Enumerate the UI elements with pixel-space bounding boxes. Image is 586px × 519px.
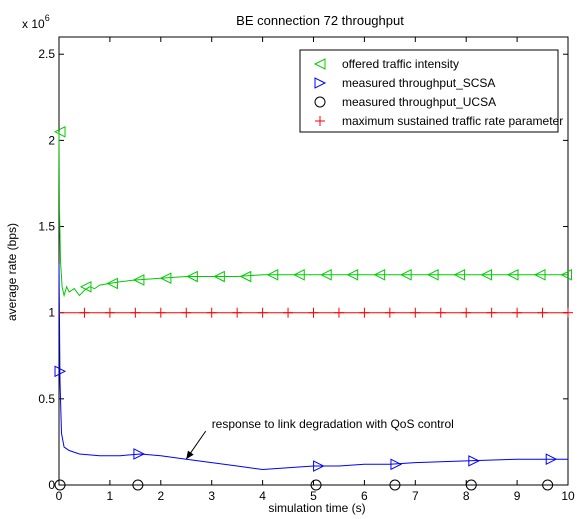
- series-maximum-sustained-traffic-rate-parameter-point: [537, 307, 548, 318]
- series-maximum-sustained-traffic-rate-parameter-point: [384, 307, 395, 318]
- y-tick-label: 2.5: [38, 47, 55, 61]
- legend-marker: [314, 77, 327, 89]
- series-offered-traffic-intensity-point: [346, 268, 359, 281]
- x-tick-label: 8: [463, 489, 470, 503]
- series-offered-traffic-intensity-point: [266, 268, 279, 281]
- series-maximum-sustained-traffic-rate-parameter-point: [181, 307, 192, 318]
- series-maximum-sustained-traffic-rate-parameter-point: [333, 307, 344, 318]
- series-measured-throughput-ucsa-point: [389, 479, 401, 491]
- series-maximum-sustained-traffic-rate-parameter-point: [104, 307, 115, 318]
- legend-label: measured throughput_SCSA: [342, 76, 495, 90]
- x-tick-label: 5: [310, 489, 317, 503]
- series-offered-traffic-intensity-point: [400, 268, 412, 281]
- series-offered-traffic-intensity-point: [79, 281, 92, 293]
- y-multiplier: x 106: [22, 13, 50, 31]
- series-maximum-sustained-traffic-rate-parameter-point: [359, 307, 370, 318]
- annotation-arrow-head: [186, 450, 194, 460]
- legend: offered traffic intensity measured throug…: [299, 49, 563, 133]
- y-tick-label: 0.5: [38, 392, 55, 406]
- x-tick-label: 4: [259, 489, 266, 503]
- series-measured-throughput-ucsa-point: [542, 479, 554, 491]
- y-multiplier-exponent: 6: [45, 13, 50, 23]
- series-measured-throughput-scsa-point: [545, 453, 558, 465]
- series-measured-throughput-scsa-point: [313, 460, 325, 472]
- series-measured-throughput-scsa-line: [58, 264, 568, 471]
- y-tick-label: 0: [48, 478, 55, 492]
- series-measured-throughput-ucsa-point: [54, 479, 66, 491]
- legend-marker: [315, 116, 325, 126]
- series-maximum-sustained-traffic-rate-parameter-point: [130, 307, 141, 318]
- series-measured-throughput-scsa-point: [54, 365, 67, 378]
- y-axis-label: average rate (bps): [5, 223, 19, 321]
- x-tick-label: 6: [361, 489, 368, 503]
- legend-label: measured throughput_UCSA: [342, 95, 496, 109]
- legend-marker: [313, 58, 326, 70]
- series-measured-throughput-scsa-point: [390, 458, 403, 471]
- series-offered-traffic-intensity-point: [239, 270, 252, 283]
- series-maximum-sustained-traffic-rate-parameter-point: [486, 307, 497, 318]
- series-measured-throughput-ucsa-point: [465, 479, 477, 491]
- series-maximum-sustained-traffic-rate-parameter-point: [79, 307, 90, 318]
- series-maximum-sustained-traffic-rate-parameter-point: [308, 307, 319, 318]
- series-maximum-sustained-traffic-rate-parameter-point: [410, 307, 421, 318]
- legend-label: offered traffic intensity: [342, 57, 459, 71]
- series-offered-traffic-intensity-point: [213, 270, 225, 283]
- legend-box: [299, 49, 559, 133]
- x-tick-label: 7: [412, 489, 419, 503]
- series-maximum-sustained-traffic-rate-parameter-point: [435, 307, 446, 318]
- series-offered-traffic-intensity-point: [293, 268, 305, 281]
- series-maximum-sustained-traffic-rate-parameter-point: [206, 307, 217, 318]
- x-tick-label: 10: [561, 489, 575, 503]
- series-offered-traffic-intensity-point: [533, 268, 546, 281]
- chart-title: BE connection 72 throughput: [236, 13, 404, 28]
- series-offered-traffic-intensity-point: [560, 268, 572, 281]
- plot-area: 0 1 2 3 4 5 6 7 8 9 10 0 0.5 1 1.5 2 2.5: [38, 36, 575, 503]
- x-tick-label: 0: [56, 489, 63, 503]
- series-maximum-sustained-traffic-rate-parameter-point: [232, 307, 243, 318]
- series-maximum-sustained-traffic-rate-parameter-point: [563, 307, 573, 318]
- series-offered-traffic-intensity-point: [106, 277, 118, 290]
- legend-label: maximum sustained traffic rate parameter: [342, 114, 563, 128]
- x-tick-label: 3: [208, 489, 215, 503]
- x-axis-label: simulation time (s): [268, 501, 365, 515]
- series-measured-throughput-scsa-point: [468, 455, 480, 467]
- series-maximum-sustained-traffic-rate-parameter-point: [257, 307, 268, 318]
- series-offered-traffic-intensity-point: [453, 268, 466, 281]
- x-tick-label: 9: [514, 489, 521, 503]
- series-measured-throughput-ucsa-point: [310, 479, 322, 491]
- legend-marker: [314, 96, 326, 108]
- annotations: response to link degradation with QoS co…: [185, 417, 454, 460]
- y-multiplier-base: x 10: [22, 17, 45, 31]
- series-offered-traffic-intensity-point: [506, 268, 519, 281]
- y-tick-label: 1.5: [38, 220, 55, 234]
- y-tick-label: 1: [48, 306, 55, 320]
- series-offered-traffic-intensity-point: [320, 268, 332, 281]
- series-offered-traffic-intensity-point: [53, 125, 66, 138]
- x-tick-label: 2: [157, 489, 164, 503]
- series-maximum-sustained-traffic-rate-parameter-point: [512, 307, 523, 318]
- series-maximum-sustained-traffic-rate-parameter-point: [283, 307, 294, 318]
- y-tick-label: 2: [48, 133, 55, 147]
- annotation-text: response to link degradation with QoS co…: [212, 417, 454, 431]
- series-offered-traffic-intensity-point: [426, 268, 439, 281]
- series-maximum-sustained-traffic-rate-parameter-point: [155, 307, 166, 318]
- series-offered-traffic-intensity-point: [132, 274, 145, 286]
- x-tick-label: 1: [107, 489, 114, 503]
- series-offered-traffic-intensity-point: [159, 272, 172, 285]
- series-offered-traffic-intensity-point: [186, 270, 198, 283]
- series-maximum-sustained-traffic-rate-parameter-point: [461, 307, 472, 318]
- series-measured-throughput-scsa-point: [133, 448, 146, 460]
- series-offered-traffic-intensity-point: [373, 268, 386, 281]
- series-offered-traffic-intensity-point: [480, 268, 493, 281]
- series-measured-throughput-ucsa-point: [132, 479, 144, 491]
